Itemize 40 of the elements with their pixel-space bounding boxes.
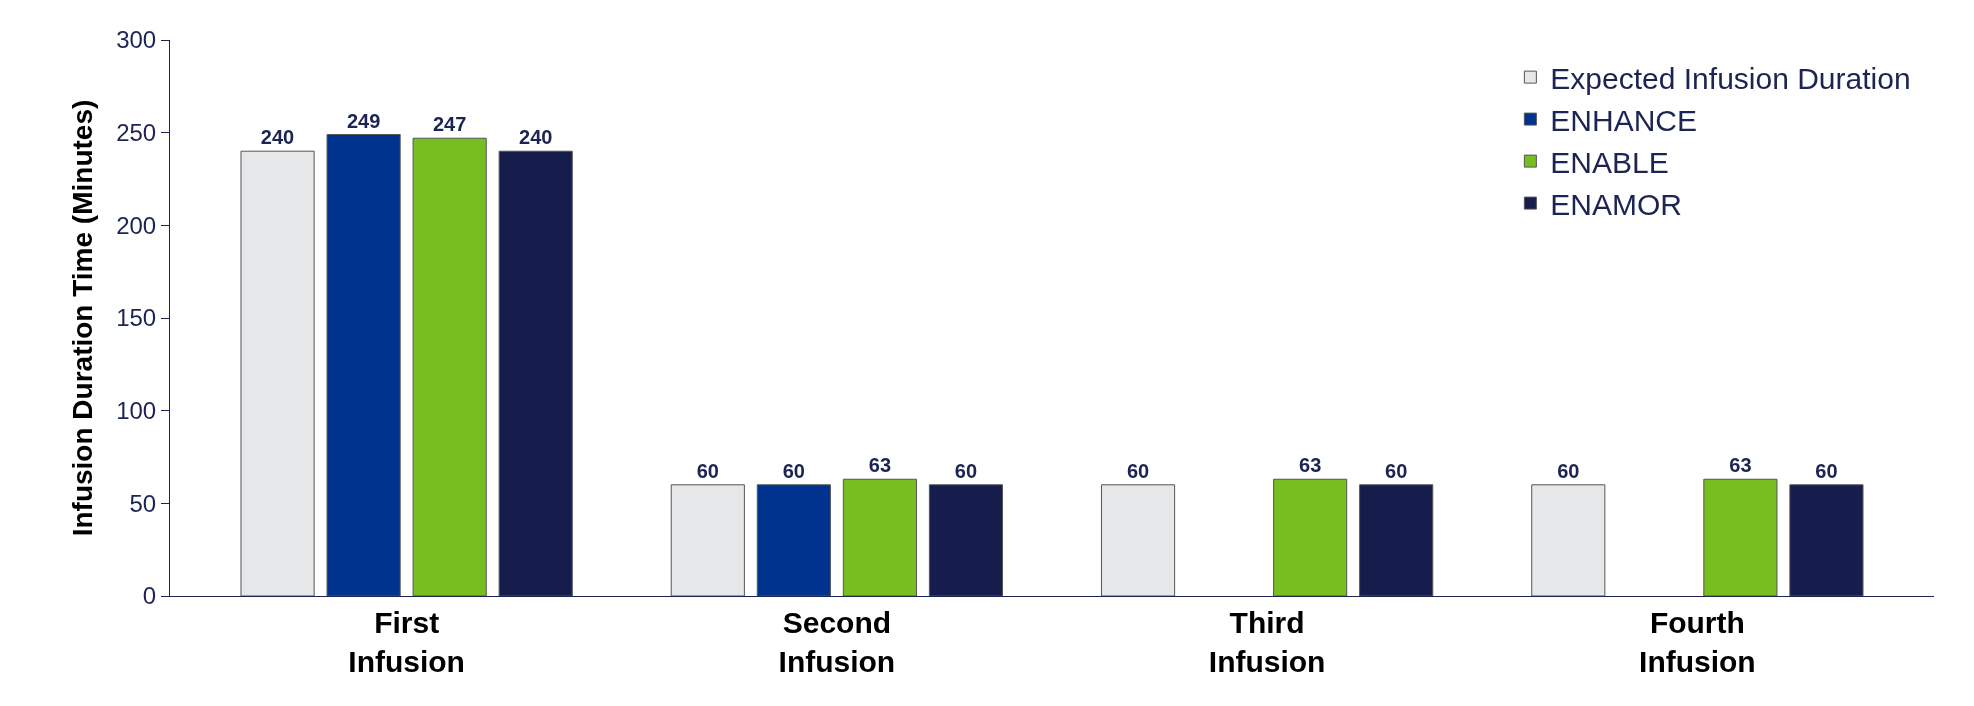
bar (756, 484, 831, 596)
data-label: 60 (696, 459, 719, 482)
bar (1531, 484, 1606, 596)
data-label: 249 (346, 109, 381, 132)
data-label: 60 (1126, 459, 1150, 482)
y-tick-label: 0 (142, 582, 157, 610)
bar (842, 478, 917, 596)
y-tick-label: 100 (116, 397, 157, 425)
data-label: 240 (260, 126, 295, 149)
bar (1703, 478, 1778, 596)
data-label: 60 (1385, 459, 1408, 482)
y-tick-label: 150 (116, 304, 157, 332)
data-label: 240 (519, 126, 553, 149)
y-tick-label: 200 (116, 211, 157, 239)
y-axis-title: Infusion Duration Time (Minutes) (66, 99, 98, 537)
x-tick-label: Second Infusion (778, 606, 896, 678)
bar (240, 150, 315, 596)
legend-label: ENAMOR (1550, 187, 1683, 221)
bar (326, 134, 401, 596)
legend-label: Expected Infusion Duration (1550, 61, 1911, 95)
y-tick-label: 250 (116, 119, 157, 147)
bar (670, 484, 745, 596)
bar (1273, 478, 1348, 596)
data-label: 63 (868, 454, 892, 477)
x-tick-label: First Infusion (348, 606, 465, 678)
x-tick-label: Third Infusion (1208, 606, 1326, 678)
y-tick-label: 50 (129, 489, 157, 517)
data-label: 63 (1729, 454, 1752, 477)
data-label: 60 (782, 459, 805, 482)
data-label: 60 (1557, 459, 1580, 482)
bar (1100, 484, 1176, 596)
legend-label: ENHANCE (1550, 103, 1698, 137)
bar (412, 137, 487, 596)
data-label: 60 (954, 459, 978, 482)
legend-label: ENABLE (1550, 145, 1669, 179)
data-label: 60 (1815, 459, 1838, 482)
x-tick-label: Fourth Infusion (1639, 606, 1756, 678)
data-label: 63 (1299, 454, 1322, 477)
data-label: 247 (432, 113, 467, 136)
y-tick-label: 300 (116, 26, 157, 54)
